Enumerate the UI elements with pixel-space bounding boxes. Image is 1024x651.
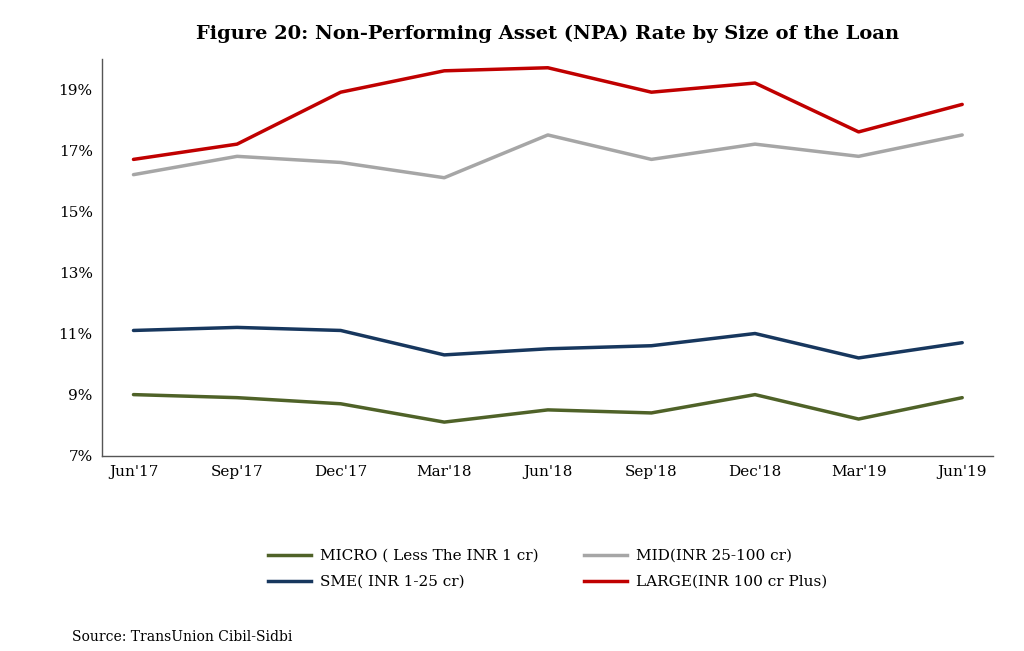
Text: Source: TransUnion Cibil-Sidbi: Source: TransUnion Cibil-Sidbi [72, 630, 292, 644]
Legend: MICRO ( Less The INR 1 cr), SME( INR 1-25 cr), MID(INR 25-100 cr), LARGE(INR 100: MICRO ( Less The INR 1 cr), SME( INR 1-2… [262, 543, 834, 595]
Title: Figure 20: Non-Performing Asset (NPA) Rate by Size of the Loan: Figure 20: Non-Performing Asset (NPA) Ra… [197, 25, 899, 43]
